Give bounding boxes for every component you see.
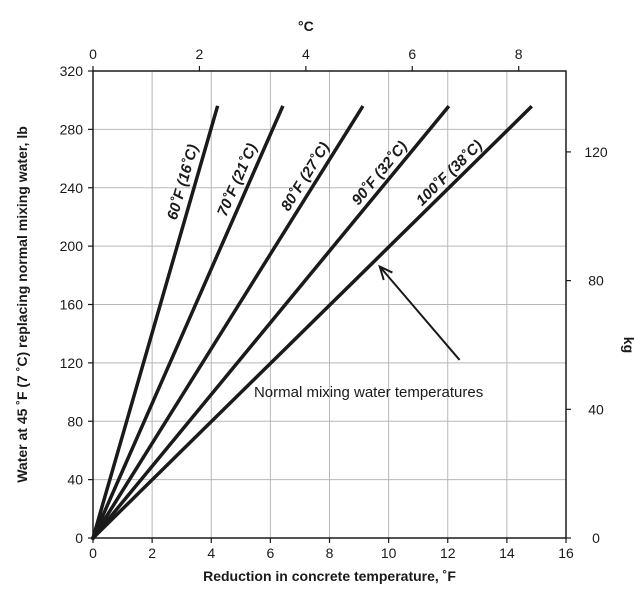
series-label: 100˚F (38˚C) [413, 137, 486, 209]
y-tick-label: 40 [67, 472, 83, 488]
series-label: 80˚F (27˚C) [278, 139, 333, 214]
top-tick-label: 2 [196, 46, 204, 62]
series-line [90, 105, 220, 541]
y-tick-label: 240 [60, 180, 84, 196]
x-tick-label: 4 [207, 545, 215, 561]
x-tick-label: 16 [558, 545, 574, 561]
x-tick-label: 12 [440, 545, 456, 561]
y-tick-label: 120 [60, 355, 84, 371]
right-tick-label: 0 [592, 530, 600, 546]
right-axis-title: kg [621, 337, 634, 353]
series-line [90, 105, 451, 541]
x-tick-label: 10 [381, 545, 397, 561]
series-line [90, 105, 533, 541]
right-tick-label: 120 [584, 144, 608, 160]
annotation: Normal mixing water temperatures [254, 264, 483, 401]
y-axis-title: Water at 45 ˚F (7 ˚C) replacing normal m… [14, 126, 30, 483]
grid [93, 71, 566, 538]
y-tick-label: 320 [60, 63, 84, 79]
y-tick-label: 160 [60, 297, 84, 313]
x-tick-label: 6 [266, 545, 274, 561]
annotation-arrow-shaft [378, 265, 461, 361]
right-tick-label: 80 [588, 273, 604, 289]
y-tick-label: 280 [60, 121, 84, 137]
annotation-arrow-head [378, 264, 393, 281]
series-lines [90, 105, 533, 541]
x-tick-label: 14 [499, 545, 515, 561]
y-tick-label: 0 [75, 530, 83, 546]
x-axis-title: Reduction in concrete temperature, ˚F [203, 568, 456, 584]
series-labels: 60˚F (16˚C) 70˚F (21˚C) 80˚F (27˚C) 90˚F (3… [164, 137, 486, 222]
top-tick-label: 4 [302, 46, 310, 62]
series-label: 90˚F (32˚C) [348, 138, 410, 209]
x-tick-label: 8 [326, 545, 334, 561]
right-tick-label: 40 [588, 401, 604, 417]
y-tick-label: 200 [60, 238, 84, 254]
y-tick-label: 80 [67, 413, 83, 429]
top-tick-label: 0 [89, 46, 97, 62]
x-tick-label: 0 [89, 545, 97, 561]
top-tick-label: 6 [408, 46, 416, 62]
annotation-text: Normal mixing water temperatures [254, 384, 483, 401]
series-line [90, 105, 285, 541]
series-line [90, 105, 365, 541]
top-tick-label: 8 [515, 46, 523, 62]
x-tick-label: 2 [148, 545, 156, 561]
top-axis-title: °C [298, 18, 314, 34]
